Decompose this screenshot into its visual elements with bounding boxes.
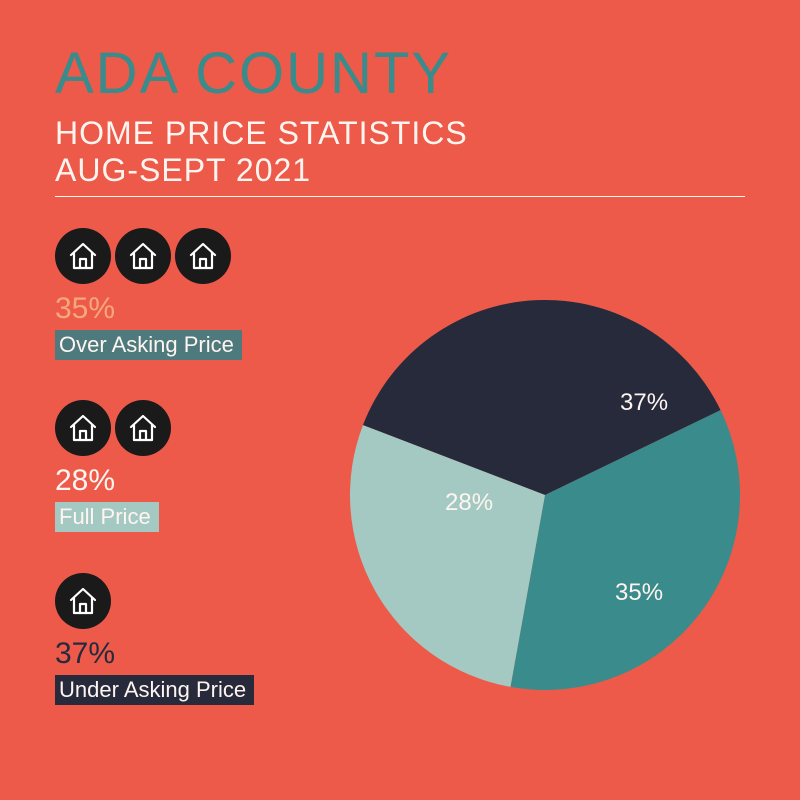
house-icon bbox=[55, 573, 111, 629]
stat-over-percent: 35% bbox=[55, 292, 242, 326]
house-icon bbox=[55, 400, 111, 456]
stat-full-price: 28% Full Price bbox=[55, 400, 171, 532]
title-main: ADA COUNTY bbox=[55, 40, 452, 107]
pie-slice-label: 28% bbox=[445, 489, 493, 516]
pie-slice-label: 35% bbox=[615, 579, 663, 606]
title-sub: HOME PRICE STATISTICS AUG-SEPT 2021 bbox=[55, 115, 468, 189]
house-icon bbox=[115, 228, 171, 284]
pie-slice-label: 37% bbox=[620, 389, 668, 416]
icon-row-over bbox=[55, 228, 242, 284]
stat-under-percent: 37% bbox=[55, 637, 254, 671]
icon-row-under bbox=[55, 573, 254, 629]
stat-over-label: Over Asking Price bbox=[55, 330, 242, 360]
stat-full-percent: 28% bbox=[55, 464, 171, 498]
stat-over-asking: 35% Over Asking Price bbox=[55, 228, 242, 360]
pie-chart: 37% 35% 28% bbox=[350, 300, 740, 690]
title-sub-line1: HOME PRICE STATISTICS bbox=[55, 115, 468, 151]
house-icon bbox=[175, 228, 231, 284]
stat-under-label: Under Asking Price bbox=[55, 675, 254, 705]
stat-under-asking: 37% Under Asking Price bbox=[55, 573, 254, 705]
house-icon bbox=[55, 228, 111, 284]
house-icon bbox=[115, 400, 171, 456]
title-sub-line2: AUG-SEPT 2021 bbox=[55, 152, 311, 188]
stat-full-label: Full Price bbox=[55, 502, 159, 532]
icon-row-full bbox=[55, 400, 171, 456]
divider bbox=[55, 196, 745, 197]
